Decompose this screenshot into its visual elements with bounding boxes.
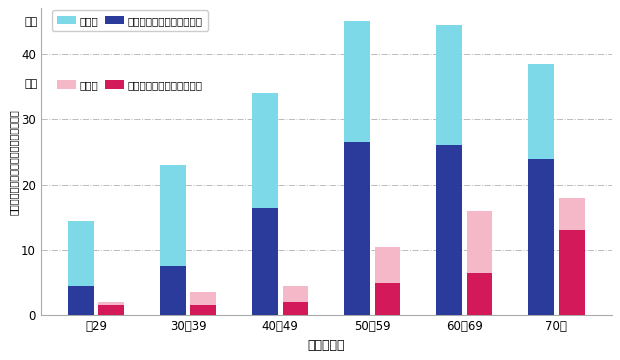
Bar: [559, 230, 585, 315]
Bar: [99, 302, 124, 305]
Bar: [374, 283, 401, 315]
Bar: [190, 292, 216, 305]
Bar: [528, 158, 554, 315]
X-axis label: 年齢（歳）: 年齢（歳）: [308, 339, 345, 352]
Bar: [467, 273, 492, 315]
Bar: [68, 286, 94, 315]
Bar: [252, 207, 278, 315]
Bar: [68, 221, 94, 286]
Text: 男性: 男性: [25, 17, 38, 27]
Bar: [344, 142, 370, 315]
Bar: [283, 302, 308, 315]
Bar: [190, 305, 216, 315]
Bar: [436, 24, 462, 145]
Text: 女性: 女性: [25, 78, 38, 89]
Bar: [436, 145, 462, 315]
Y-axis label: メタボリックシンドロームの割合（％）: メタボリックシンドロームの割合（％）: [8, 109, 19, 215]
Bar: [374, 247, 401, 283]
Bar: [160, 266, 186, 315]
Bar: [528, 64, 554, 158]
Bar: [252, 93, 278, 207]
Bar: [467, 211, 492, 273]
Bar: [559, 198, 585, 230]
Legend: 予備群, メタボリックシンドローム: 予備群, メタボリックシンドローム: [51, 75, 208, 95]
Bar: [160, 165, 186, 266]
Bar: [283, 286, 308, 302]
Bar: [99, 305, 124, 315]
Bar: [344, 21, 370, 142]
